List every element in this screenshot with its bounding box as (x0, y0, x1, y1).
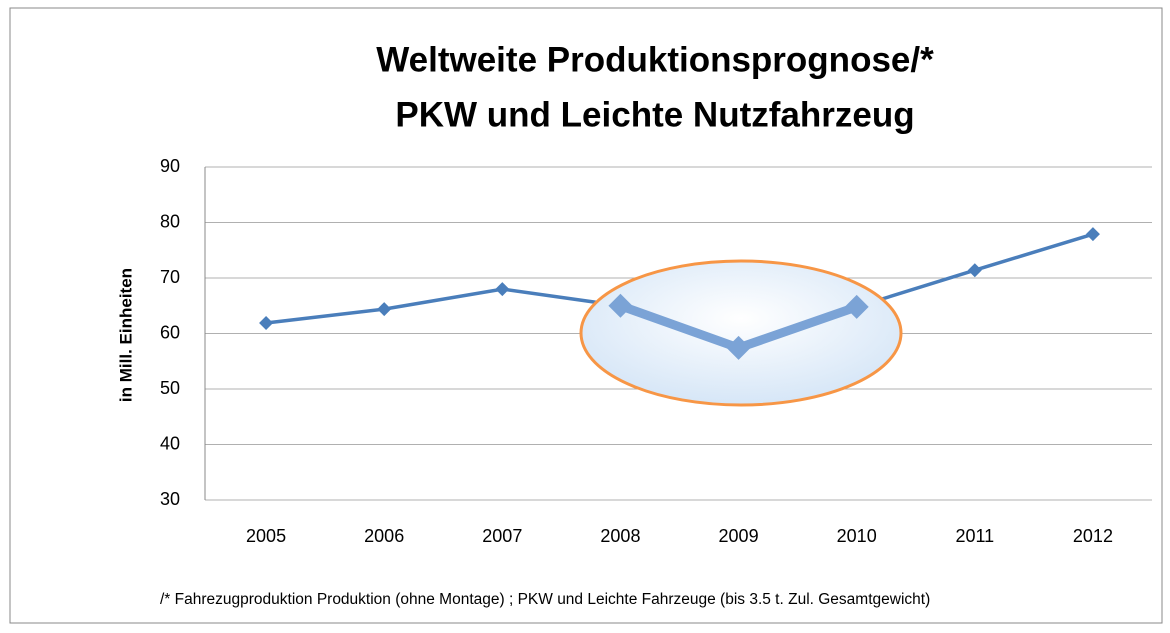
x-tick-label: 2012 (1073, 526, 1113, 546)
marker (495, 282, 510, 297)
x-tick-label: 2005 (246, 526, 286, 546)
y-axis-label: in Mill. Einheiten (116, 268, 135, 402)
x-tick-label: 2008 (600, 526, 640, 546)
x-tick-label: 2006 (364, 526, 404, 546)
highlight-layer (608, 293, 869, 360)
marker (608, 293, 633, 318)
marker (844, 294, 869, 319)
x-tick-label: 2009 (719, 526, 759, 546)
y-tick-label: 90 (160, 156, 180, 176)
marker (377, 302, 392, 317)
marker (726, 335, 751, 360)
marker (1085, 227, 1100, 242)
chart-title: PKW und Leichte Nutzfahrzeug (395, 95, 914, 134)
footnote: /* Fahrezugproduktion Produktion (ohne M… (160, 591, 930, 608)
y-tick-label: 40 (160, 433, 180, 453)
y-tick-label: 50 (160, 378, 180, 398)
y-tick-label: 70 (160, 267, 180, 287)
x-tick-label: 2010 (837, 526, 877, 546)
y-tick-label: 80 (160, 211, 180, 231)
x-tick-label: 2007 (482, 526, 522, 546)
y-tick-label: 60 (160, 322, 180, 342)
highlight-ellipse (579, 259, 903, 407)
x-tick-label: 2011 (955, 526, 994, 546)
chart-title: Weltweite Produktionsprognose/* (376, 40, 934, 79)
marker (259, 315, 274, 330)
y-tick-label: 30 (160, 489, 180, 509)
marker (967, 263, 982, 278)
